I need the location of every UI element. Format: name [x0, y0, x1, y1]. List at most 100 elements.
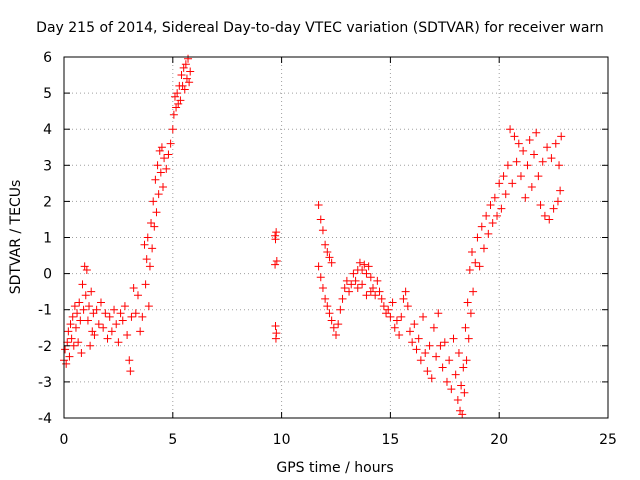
data-point — [79, 305, 88, 314]
data-point — [549, 204, 558, 213]
data-point — [316, 215, 325, 224]
data-point — [429, 323, 438, 332]
data-point — [76, 316, 85, 325]
data-point — [484, 229, 493, 238]
data-point — [482, 211, 491, 220]
data-point — [421, 349, 430, 358]
data-point — [392, 316, 401, 325]
data-point — [107, 327, 116, 336]
data-point — [162, 164, 171, 173]
data-point — [497, 204, 506, 213]
data-point — [358, 265, 367, 274]
x-tick-label: 20 — [490, 432, 508, 448]
y-tick-label: 0 — [43, 267, 52, 283]
data-point — [503, 161, 512, 170]
data-point — [110, 305, 119, 314]
data-point — [345, 287, 354, 296]
data-point — [438, 363, 447, 372]
data-point — [338, 294, 347, 303]
data-point — [410, 320, 419, 329]
data-point — [150, 222, 159, 231]
data-point — [96, 298, 105, 307]
data-point — [545, 215, 554, 224]
data-point — [536, 201, 545, 210]
data-point — [327, 316, 336, 325]
data-point — [353, 284, 362, 293]
data-point — [436, 341, 445, 350]
data-point — [68, 312, 77, 321]
data-point — [458, 410, 467, 419]
data-point — [69, 341, 78, 350]
data-point — [169, 110, 178, 119]
data-point — [469, 287, 478, 296]
data-point — [538, 157, 547, 166]
data-point — [395, 330, 404, 339]
data-point — [181, 60, 190, 69]
data-point — [336, 305, 345, 314]
data-point — [157, 143, 166, 152]
data-point — [271, 334, 280, 343]
data-point — [140, 240, 149, 249]
data-point — [323, 247, 332, 256]
data-point — [453, 395, 462, 404]
data-point — [440, 338, 449, 347]
data-point — [534, 172, 543, 181]
data-point — [172, 103, 181, 112]
y-tick-label: -2 — [38, 339, 52, 355]
data-point — [416, 356, 425, 365]
data-point — [516, 172, 525, 181]
data-point — [512, 157, 521, 166]
data-point — [125, 356, 134, 365]
data-point — [133, 291, 142, 300]
data-point — [375, 287, 384, 296]
data-point — [364, 262, 373, 271]
data-point — [129, 284, 138, 293]
data-point — [185, 78, 194, 87]
y-tick-label: -4 — [38, 411, 52, 427]
data-point — [360, 260, 369, 269]
data-point — [141, 280, 150, 289]
y-tick-label: 3 — [43, 158, 52, 174]
data-point — [521, 193, 530, 202]
data-point — [101, 309, 110, 318]
y-axis-label: SDTVAR / TECUs — [8, 180, 24, 295]
data-point — [371, 291, 380, 300]
data-point — [120, 302, 129, 311]
data-point — [87, 287, 96, 296]
y-tick-label: -3 — [38, 375, 52, 391]
data-point — [527, 182, 536, 191]
data-point — [462, 356, 471, 365]
data-point — [166, 139, 175, 148]
data-point — [64, 327, 73, 336]
data-point — [70, 302, 79, 311]
data-point — [112, 320, 121, 329]
axis-ticks: 0 5 10 15 20 25 -4 -3 -2 -1 0 1 2 3 4 5 6 — [38, 50, 617, 448]
data-point — [386, 312, 395, 321]
data-point — [540, 211, 549, 220]
data-point — [271, 260, 280, 269]
data-point — [144, 302, 153, 311]
data-point — [332, 330, 340, 339]
data-point — [373, 276, 382, 285]
data-point — [461, 323, 470, 332]
data-point — [460, 388, 469, 397]
data-point — [423, 367, 432, 376]
data-point — [75, 298, 84, 307]
data-point — [530, 150, 539, 159]
data-point — [142, 255, 151, 264]
data-point — [316, 273, 325, 282]
data-point — [184, 54, 193, 63]
data-point — [425, 341, 434, 350]
data-point — [164, 150, 173, 159]
data-point — [501, 190, 510, 199]
data-point — [342, 276, 351, 285]
data-point — [490, 193, 499, 202]
data-point — [149, 197, 158, 206]
data-point — [67, 334, 76, 343]
data-point — [94, 320, 103, 329]
data-point — [114, 338, 123, 347]
data-point — [62, 359, 71, 368]
data-point — [329, 323, 338, 332]
data-point — [473, 233, 482, 242]
